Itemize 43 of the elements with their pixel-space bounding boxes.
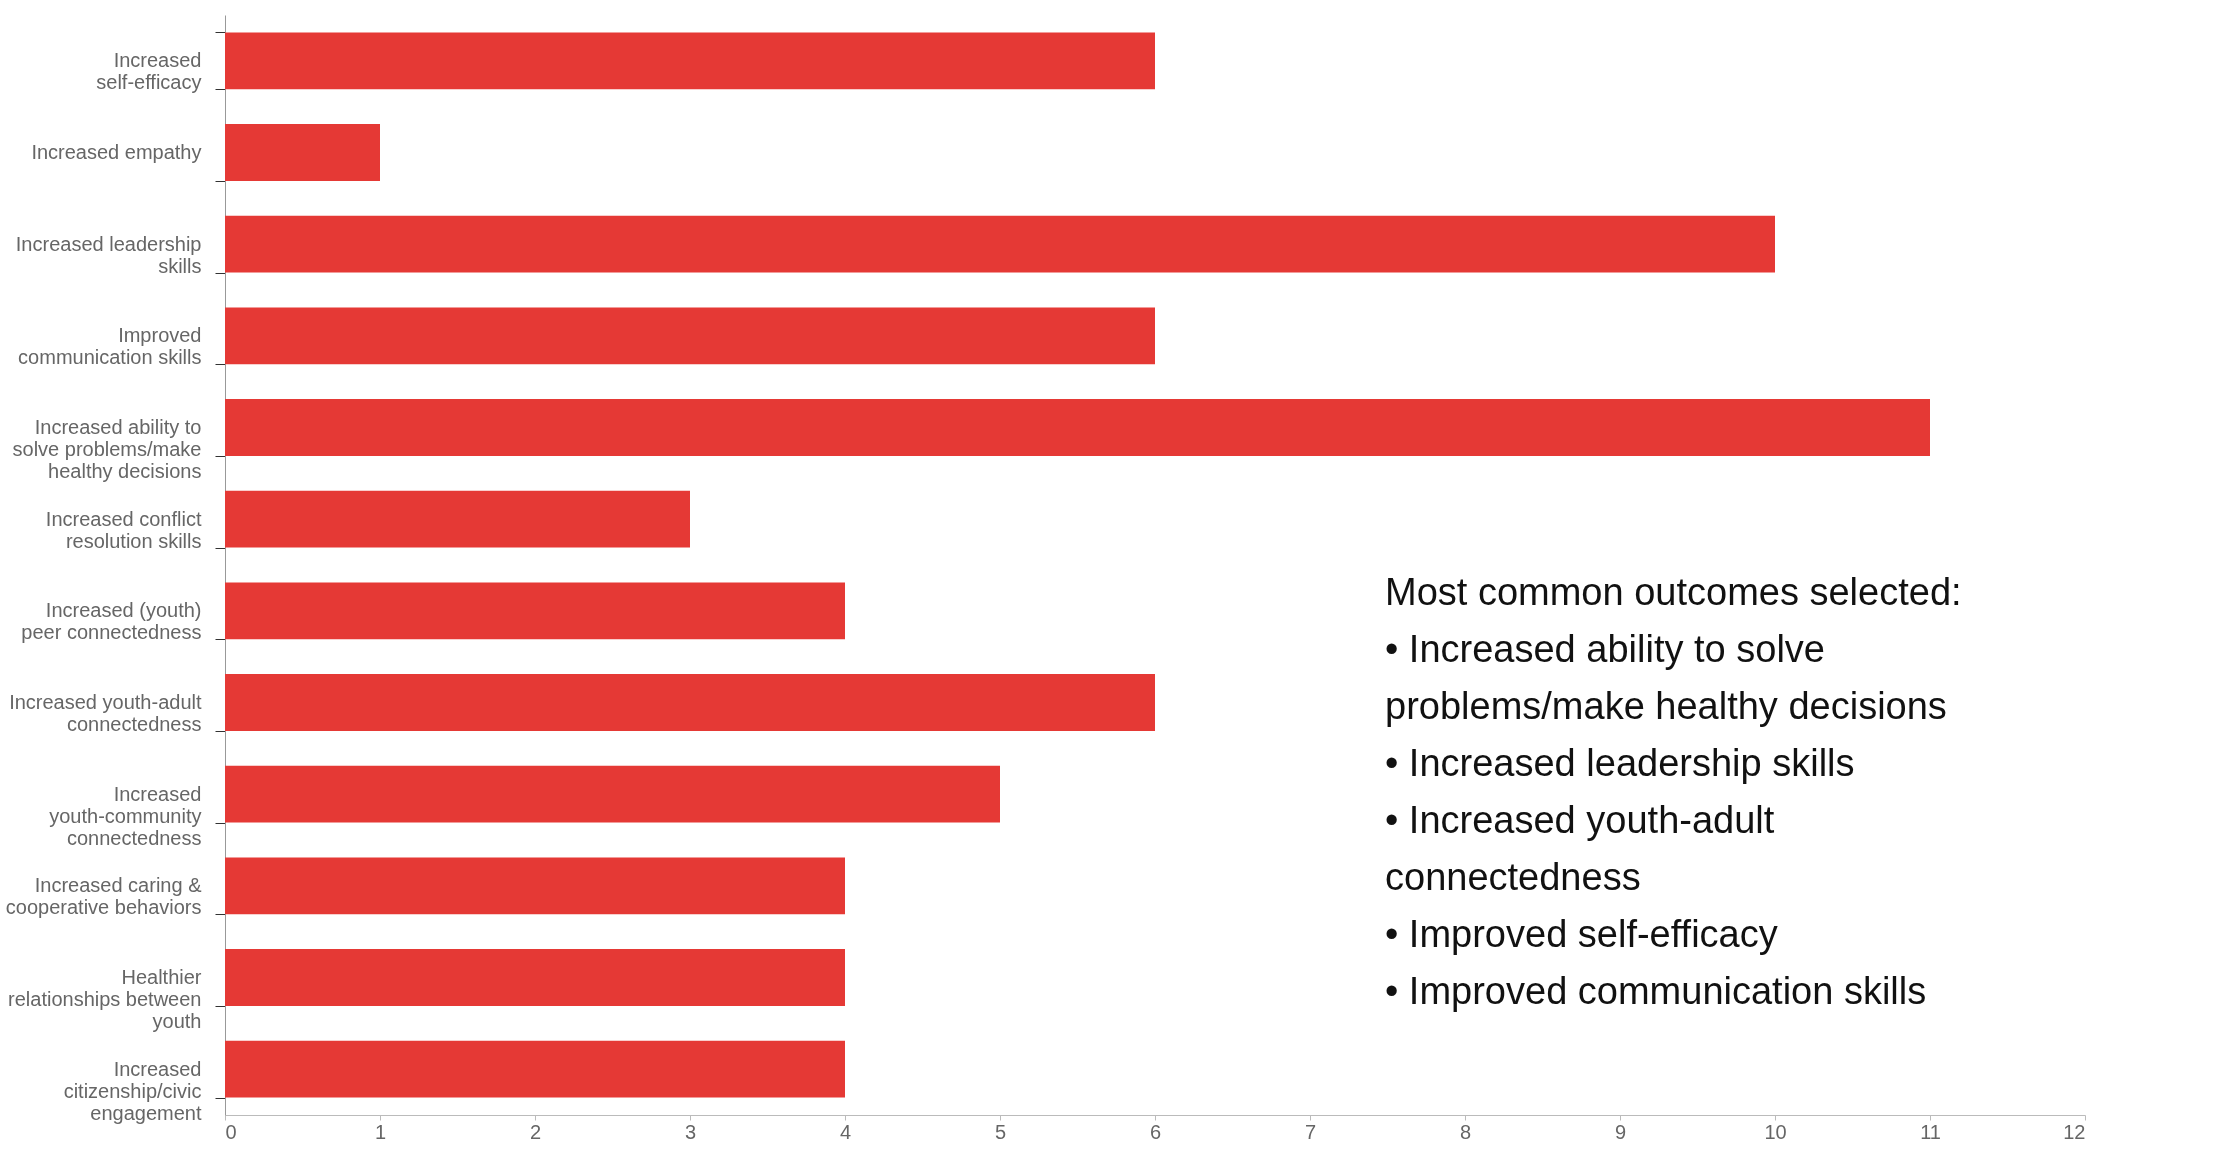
- bar: [225, 582, 845, 640]
- x-tick-label: 9: [1614, 1120, 1627, 1143]
- x-tick-label: 6: [1149, 1120, 1162, 1143]
- y-tick-label: Increased caring & cooperative behaviors: [5, 874, 203, 919]
- y-tick-label: Increased youth-community connectedness: [49, 782, 202, 849]
- x-tick-label: 2: [529, 1120, 542, 1143]
- y-tick-label: Increased conflict resolution skills: [45, 507, 202, 552]
- bar: [225, 674, 1155, 731]
- annotation: • Improved communication skills: [1385, 970, 1927, 1012]
- annotation: • Increased youth-adult connectedness: [1385, 799, 1775, 898]
- y-tick-label: Increased empathy: [31, 141, 202, 163]
- bar: [225, 307, 1155, 365]
- x-tick-label: 5: [994, 1120, 1007, 1143]
- bar: [225, 124, 380, 181]
- y-tick-label: Increased self-efficacy: [96, 49, 202, 94]
- y-tick-label: Increased youth-adult connectedness: [9, 691, 202, 735]
- y-tick-label: Increased ability to solve problems/make healthy decisions: [12, 416, 202, 482]
- x-tick-label: 1: [374, 1120, 387, 1143]
- y-tick-label: Increased leadership skills: [15, 232, 202, 277]
- y-tick-label: Increased citizenship/civic engagement: [63, 1057, 202, 1124]
- bar: [225, 399, 1930, 456]
- annotation: • Increased ability to solve problems/make healthy decisions: [1385, 628, 1947, 727]
- annotation: • Improved self-efficacy: [1385, 913, 1778, 955]
- x-tick-label: 10: [1764, 1120, 1787, 1143]
- annotation: Most common outcomes selected:: [1385, 571, 1962, 613]
- bar: [225, 32, 1155, 90]
- y-tick-label: Healthier relationships between youth: [8, 966, 202, 1032]
- bar: [225, 765, 1000, 823]
- bar: [225, 1040, 845, 1098]
- x-tick-label: 12: [2063, 1120, 2086, 1143]
- bar: [225, 215, 1775, 273]
- y-tick-label: Increased (youth) peer connectedness: [21, 599, 202, 644]
- x-tick-label: 3: [684, 1120, 697, 1143]
- x-tick-label: 0: [225, 1120, 237, 1143]
- bar: [225, 490, 690, 548]
- annotation: • Increased leadership skills: [1385, 742, 1855, 784]
- y-tick-label: Improved communication skills: [18, 324, 202, 369]
- x-tick-label: 8: [1459, 1120, 1472, 1143]
- bar: [225, 949, 845, 1006]
- x-tick-label: 4: [839, 1120, 852, 1143]
- x-tick-label: 11: [1920, 1120, 1941, 1143]
- x-tick-label: 7: [1304, 1120, 1317, 1143]
- bar: [225, 857, 845, 915]
